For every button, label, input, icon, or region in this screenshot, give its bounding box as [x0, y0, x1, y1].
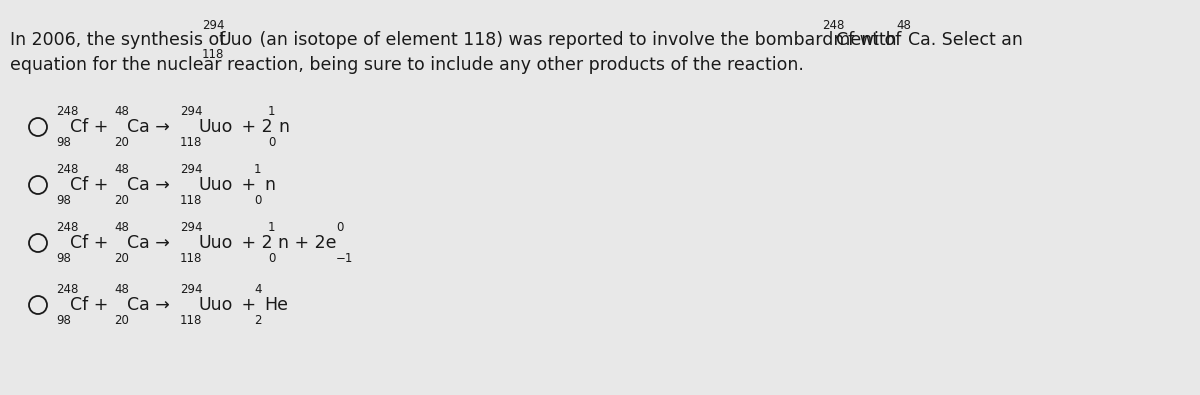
Text: n: n: [278, 118, 289, 136]
Text: 48: 48: [896, 19, 911, 32]
Text: 20: 20: [114, 252, 128, 265]
Text: Uuo: Uuo: [198, 296, 233, 314]
Text: 48: 48: [114, 221, 128, 234]
Text: 98: 98: [56, 194, 71, 207]
Text: Uuo: Uuo: [218, 31, 252, 49]
Text: 118: 118: [180, 252, 203, 265]
Text: +: +: [236, 296, 256, 314]
Text: 20: 20: [114, 136, 128, 149]
Text: 118: 118: [180, 194, 203, 207]
Text: Ca →: Ca →: [127, 176, 169, 194]
Text: 48: 48: [114, 283, 128, 296]
Text: 118: 118: [180, 136, 203, 149]
Text: 20: 20: [114, 314, 128, 327]
Text: + 2: + 2: [236, 118, 272, 136]
Text: Uuo: Uuo: [198, 118, 233, 136]
Text: 48: 48: [114, 105, 128, 118]
Text: 98: 98: [56, 252, 71, 265]
Text: Uuo: Uuo: [198, 176, 233, 194]
Text: 1: 1: [268, 105, 276, 118]
Text: 118: 118: [202, 48, 224, 61]
Text: 248: 248: [56, 163, 78, 176]
Text: +: +: [236, 176, 256, 194]
Text: 248: 248: [56, 221, 78, 234]
Text: −1: −1: [336, 252, 353, 265]
Text: Cf +: Cf +: [70, 296, 108, 314]
Text: 1: 1: [268, 221, 276, 234]
Text: He: He: [264, 296, 288, 314]
Text: 98: 98: [56, 314, 71, 327]
Text: 248: 248: [56, 283, 78, 296]
Text: 294: 294: [180, 105, 203, 118]
Text: 4: 4: [254, 283, 262, 296]
Text: Cf +: Cf +: [70, 234, 108, 252]
Text: n: n: [264, 176, 275, 194]
Text: 0: 0: [254, 194, 262, 207]
Text: 294: 294: [180, 283, 203, 296]
Text: 0: 0: [268, 136, 275, 149]
Text: 118: 118: [180, 314, 203, 327]
Text: Cf +: Cf +: [70, 176, 108, 194]
Text: Uuo: Uuo: [198, 234, 233, 252]
Text: + 2: + 2: [236, 234, 272, 252]
Text: 294: 294: [202, 19, 224, 32]
Text: Ca →: Ca →: [127, 118, 169, 136]
Text: 0: 0: [268, 252, 275, 265]
Text: 2: 2: [254, 314, 262, 327]
Text: equation for the nuclear reaction, being sure to include any other products of t: equation for the nuclear reaction, being…: [10, 56, 804, 74]
Text: Ca →: Ca →: [127, 234, 169, 252]
Text: 20: 20: [114, 194, 128, 207]
Text: 48: 48: [114, 163, 128, 176]
Text: 0: 0: [336, 221, 343, 234]
Text: (an isotope of element 118) was reported to involve the bombardment of: (an isotope of element 118) was reported…: [254, 31, 907, 49]
Text: n + 2e: n + 2e: [278, 234, 336, 252]
Text: 248: 248: [822, 19, 845, 32]
Text: Cf +: Cf +: [70, 118, 108, 136]
Text: Ca →: Ca →: [127, 296, 169, 314]
Text: In 2006, the synthesis of: In 2006, the synthesis of: [10, 31, 230, 49]
Text: 98: 98: [56, 136, 71, 149]
Text: Cf with: Cf with: [836, 31, 902, 49]
Text: Ca. Select an: Ca. Select an: [908, 31, 1022, 49]
Text: 294: 294: [180, 163, 203, 176]
Text: 1: 1: [254, 163, 262, 176]
Text: 248: 248: [56, 105, 78, 118]
Text: 294: 294: [180, 221, 203, 234]
